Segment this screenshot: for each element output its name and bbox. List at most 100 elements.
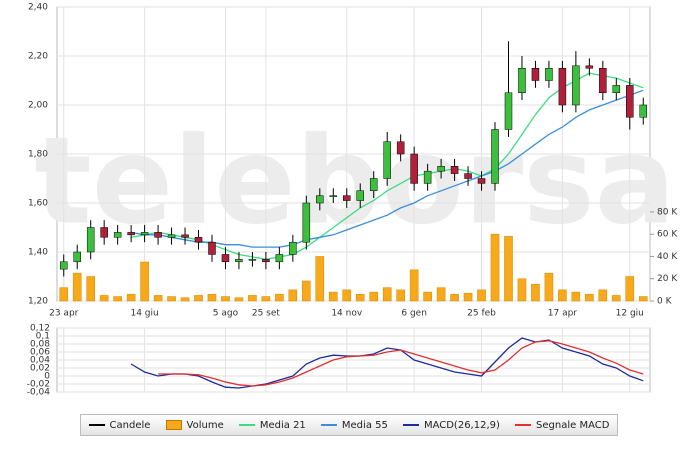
series-line (130, 337, 644, 389)
volume-bar (328, 291, 338, 302)
candle-body (154, 232, 162, 238)
y-tick-label: 0 (44, 372, 50, 382)
y-tick-label: 0,12 (30, 324, 50, 334)
candle-body (235, 259, 243, 263)
volume-bar (477, 289, 486, 302)
candle-body (208, 241, 216, 255)
volume-bar (234, 297, 244, 302)
candle-body (585, 65, 594, 69)
candle-body (289, 241, 297, 255)
candle-body (612, 85, 621, 94)
legend-label: Candele (109, 419, 151, 431)
legend-item[interactable]: Volume (165, 419, 224, 431)
volume-bar (248, 295, 257, 302)
candle-body (369, 178, 378, 191)
candle-body (343, 195, 351, 201)
y-tick-label: 0,04 (30, 356, 50, 366)
volume-bar (517, 278, 527, 302)
legend-label: Media 21 (259, 419, 306, 431)
legend-label: Volume (186, 419, 224, 431)
volume-bar (288, 289, 298, 302)
legend: Candele Volume Media 21 Media 55 MACD(26,12,… (80, 414, 618, 436)
candle-body (221, 254, 230, 263)
legend-item[interactable]: Media 21 (238, 419, 306, 431)
candle-body (531, 68, 540, 81)
candle-body (639, 104, 648, 118)
series-line (130, 89, 644, 248)
volume-bar (585, 294, 594, 302)
volume-bar (207, 294, 217, 302)
candle-body (167, 234, 176, 238)
legend-swatch (238, 424, 255, 426)
candle-body (73, 251, 81, 263)
candle-body (383, 141, 391, 179)
volume-bar (450, 294, 459, 302)
volume-bar (261, 296, 271, 302)
volume-bar (59, 287, 69, 302)
y-tick-label: 1,60 (28, 199, 48, 209)
candle-body (437, 166, 445, 172)
candle-body (572, 65, 580, 106)
watermark: teleborsa (34, 113, 675, 252)
candle-body (464, 173, 472, 179)
volume-bar (558, 289, 567, 302)
legend-label: Media 55 (341, 419, 388, 431)
volume-bar (86, 276, 95, 302)
candle-body (86, 227, 95, 253)
candle-body (410, 153, 418, 184)
volume-bar (126, 294, 136, 302)
legend-swatch (88, 424, 105, 426)
series-line (158, 340, 644, 387)
x-tick-label: 14 nov (331, 309, 363, 319)
candle-body (329, 195, 338, 197)
x-tick-label: 25 set (252, 309, 281, 319)
volume-bar (598, 289, 608, 302)
y-tick-label: 1,20 (28, 297, 48, 307)
y-tick-label: 2,40 (28, 3, 48, 13)
legend-item[interactable]: Candele (88, 419, 151, 431)
x-tick-label: 12 giu (616, 309, 644, 319)
candle-body (275, 254, 284, 263)
y2-tick-label: 60 K (657, 230, 678, 240)
volume-bar (275, 294, 284, 302)
volume-bar (436, 287, 446, 302)
candle-body (477, 178, 486, 184)
legend-item[interactable]: MACD(26,12,9) (402, 420, 500, 431)
candle-body (423, 170, 432, 184)
y-tick-label: 0,1 (36, 332, 50, 342)
volume-bar (612, 295, 621, 302)
volume-bar (342, 289, 352, 302)
volume-bar (638, 296, 648, 302)
legend-swatch (320, 424, 337, 426)
y2-tick-label: 40 K (657, 252, 678, 262)
candle-body (127, 232, 135, 236)
y2-tick-label: 80 K (657, 207, 678, 217)
volume-bar (180, 297, 190, 302)
volume-bar (99, 295, 109, 302)
volume-bar (72, 272, 82, 302)
volume-bar (369, 291, 379, 302)
candle-body (262, 259, 270, 263)
candle-body (626, 85, 634, 118)
x-tick-label: 23 apr (49, 309, 79, 319)
candle-body (113, 232, 122, 238)
legend-item[interactable]: Segnale MACD (515, 420, 609, 431)
legend-item[interactable]: Media 55 (320, 419, 388, 431)
series-line (130, 72, 644, 260)
volume-bar (571, 291, 581, 302)
y-tick-label: -0,02 (27, 380, 50, 390)
candle-body (599, 68, 607, 93)
volume-bar (423, 291, 432, 302)
volume-bar (140, 261, 149, 302)
y-tick-label: 0,06 (30, 348, 50, 358)
volume-bar (167, 296, 176, 302)
candle-body (194, 237, 203, 243)
candle-body (545, 68, 553, 81)
candle-body (181, 234, 189, 238)
y2-tick-label: 20 K (657, 274, 678, 284)
x-tick-label: 25 feb (467, 309, 496, 319)
volume-bar (531, 284, 540, 302)
candle-body (316, 195, 324, 204)
candle-body (248, 259, 257, 261)
